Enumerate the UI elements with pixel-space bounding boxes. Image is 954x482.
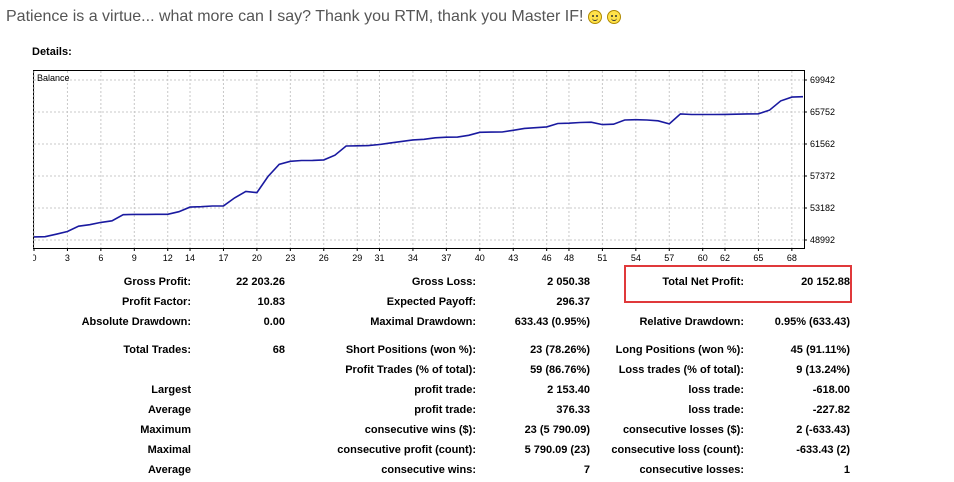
balance-chart: 0 3 6 9 12 14 17 20 23 26 29 31 34 37 40 43 46 48 51 54 57 60… [33, 70, 835, 263]
y-tick-label: 69942 [810, 75, 835, 85]
stat-value: 45 (91.11%) [790, 344, 850, 356]
stat-value: -633.43 (2) [796, 444, 850, 456]
y-tick-label: 48992 [810, 235, 835, 245]
stat-value: 2 153.40 [547, 384, 590, 396]
stat-label: Maximal Drawdown: [370, 316, 476, 328]
stat-value: 23 (78.26%) [530, 344, 590, 356]
x-tick-label: 29 [352, 253, 362, 263]
x-tick-label: 54 [631, 253, 641, 263]
details-label: Details: [32, 46, 72, 58]
stat-value: 0.95% (633.43) [774, 316, 850, 328]
x-tick-label: 65 [753, 253, 763, 263]
post-headline: Patience is a virtue... what more can I … [6, 8, 622, 26]
stat-label: Gross Profit: [123, 276, 191, 288]
x-tick-label: 57 [664, 253, 674, 263]
stat-label: loss trade: [688, 384, 744, 396]
x-tick-label: 40 [475, 253, 485, 263]
stat-label: consecutive losses ($): [622, 424, 744, 436]
stat-value: 68 [272, 344, 285, 356]
y-tick-label: 65752 [810, 107, 835, 117]
stat-label: profit trade: [414, 384, 476, 396]
x-tick-label: 31 [374, 253, 384, 263]
x-tick-label: 20 [252, 253, 262, 263]
stat-label: Profit Trades (% of total): [345, 364, 476, 376]
stat-value: 10.83 [257, 296, 285, 308]
x-tick-label: 43 [508, 253, 518, 263]
stat-label: consecutive wins: [381, 464, 476, 476]
stat-value: 23 (5 790.09) [524, 424, 590, 436]
stat-value: 20 152.88 [801, 276, 850, 288]
stat-value: 633.43 (0.95%) [514, 316, 590, 328]
smiley-icon [588, 10, 603, 24]
stat-label: profit trade: [414, 404, 476, 416]
stat-label: consecutive profit (count): [337, 444, 476, 456]
smiley-icon [607, 10, 622, 24]
headline-text: Patience is a virtue... what more can I … [6, 8, 584, 25]
stat-label: Long Positions (won %): [615, 344, 744, 356]
x-tick-label: 0 [33, 253, 37, 263]
y-tick-label: 61562 [810, 139, 835, 149]
stat-value: 376.33 [556, 404, 590, 416]
stat-label: consecutive wins ($): [364, 424, 476, 436]
stat-label: consecutive loss (count): [611, 444, 744, 456]
stat-value: 7 [583, 464, 590, 476]
stat-value: -227.82 [812, 404, 850, 416]
chart-title: Balance [37, 73, 70, 83]
stat-label: Largest [151, 384, 191, 396]
stat-label: Average [147, 464, 191, 476]
stat-label: Total Trades: [123, 344, 191, 356]
stat-value: 22 203.26 [236, 276, 285, 288]
x-tick-label: 26 [319, 253, 329, 263]
stat-value: 1 [843, 464, 850, 476]
y-tick-label: 57372 [810, 171, 835, 181]
stat-label: Gross Loss: [411, 276, 476, 288]
stat-value: 296.37 [556, 296, 590, 308]
plot-frame [33, 70, 805, 249]
stat-value: 2 050.38 [547, 276, 590, 288]
stat-value: 2 (-633.43) [796, 424, 850, 436]
stat-label: Expected Payoff: [386, 296, 476, 308]
x-tick-label: 46 [542, 253, 552, 263]
stat-label: Short Positions (won %): [345, 344, 476, 356]
stat-value: 5 790.09 (23) [524, 444, 590, 456]
stat-label: Maximum [140, 424, 191, 436]
x-tick-label: 68 [787, 253, 797, 263]
stat-label: Relative Drawdown: [639, 316, 744, 328]
x-tick-label: 62 [720, 253, 730, 263]
stat-label: Total Net Profit: [662, 276, 744, 288]
x-tick-label: 3 [65, 253, 70, 263]
x-tick-label: 60 [698, 253, 708, 263]
stat-label: Average [147, 404, 191, 416]
y-tick-label: 53182 [810, 203, 835, 213]
stat-label: Loss trades (% of total): [618, 364, 744, 376]
total-net-profit-highlight [624, 265, 852, 303]
x-tick-label: 9 [132, 253, 137, 263]
stat-value: 59 (86.76%) [530, 364, 590, 376]
stat-label: loss trade: [688, 404, 744, 416]
stat-label: Maximal [147, 444, 191, 456]
stat-label: Profit Factor: [121, 296, 191, 308]
x-tick-label: 6 [98, 253, 103, 263]
x-tick-label: 37 [441, 253, 451, 263]
stat-label: Absolute Drawdown: [81, 316, 191, 328]
x-tick-label: 34 [408, 253, 418, 263]
x-tick-label: 17 [218, 253, 228, 263]
x-tick-label: 23 [285, 253, 295, 263]
stat-value: 0.00 [263, 316, 285, 328]
stat-label: consecutive losses: [639, 464, 744, 476]
stat-value: 9 (13.24%) [796, 364, 850, 376]
stat-value: -618.00 [812, 384, 850, 396]
x-tick-label: 14 [185, 253, 195, 263]
balance-line [33, 95, 804, 238]
x-tick-label: 51 [597, 253, 607, 263]
x-tick-label: 48 [564, 253, 574, 263]
x-tick-label: 12 [163, 253, 173, 263]
